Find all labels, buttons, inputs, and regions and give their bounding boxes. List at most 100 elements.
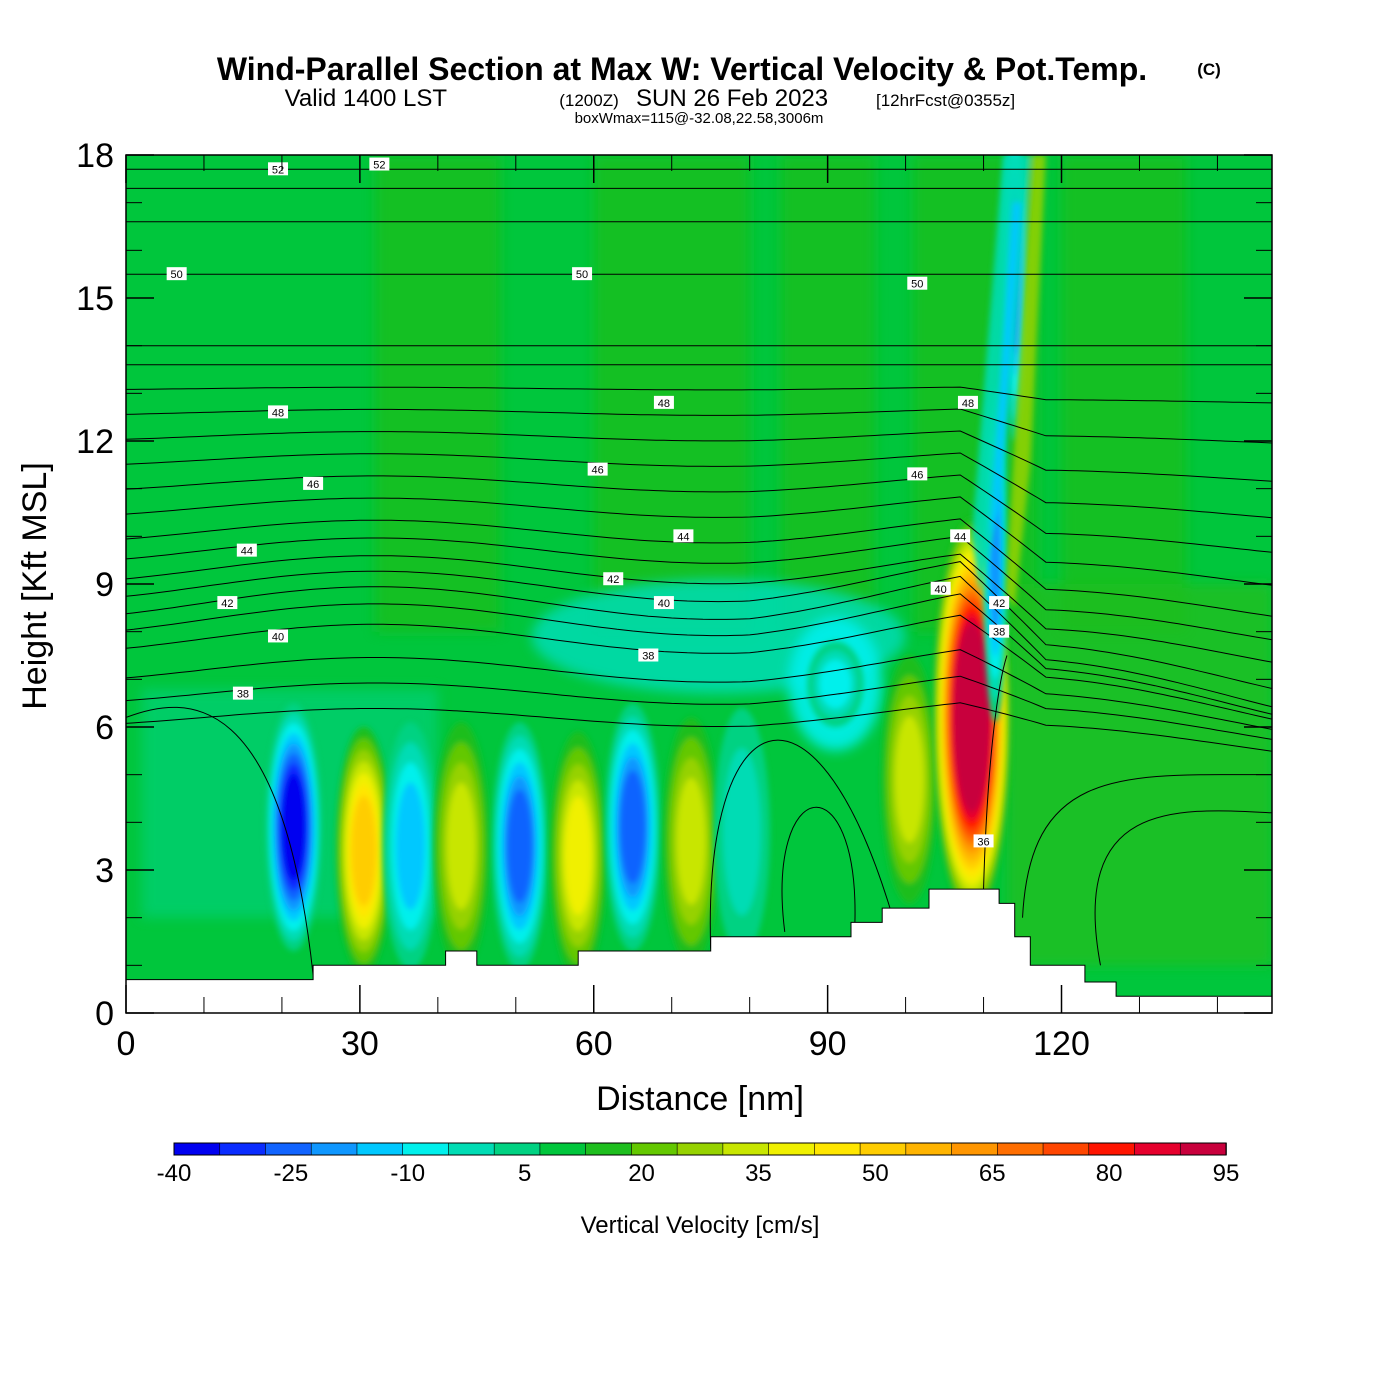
x-tick-label: 30 [341,1025,379,1063]
contour-labels: 52 52 50 50 50 48 48 48 46 46 46 44 44 44 42 42 42 40 40 40… [166,157,1010,848]
y-tick-label: 6 [95,709,114,747]
subtitle-boxwmax: boxWmax=115@-32.08,22.58,3006m [575,110,824,127]
x-tick-label: 0 [117,1025,136,1063]
wave-cell [807,641,864,727]
theta-contour-line [126,496,1272,586]
contour-label-text: 40 [272,631,284,643]
contour-label-text: 46 [911,469,923,481]
theta-contour-line [126,535,1272,641]
contour-label-bg [653,596,674,610]
contour-label-bg [236,543,257,557]
contour-label: 40 [653,596,674,610]
contour-label-text: 46 [592,465,604,477]
subtitle-valid: Valid 1400 LST [285,85,448,112]
terrain [126,888,1272,1013]
subtitle-forecast: [12hrFcst@0355z] [876,91,1015,110]
wave-cell [550,731,607,980]
contour-label-bg [166,267,187,281]
colorbar-swatch [905,1142,953,1156]
colorbar-tick-label: -25 [274,1160,309,1187]
contour-label: 38 [989,624,1010,639]
wave-cell [604,703,661,952]
contour-label-bg [572,267,593,281]
contour-label: 44 [236,543,257,558]
colorbar-swatch [493,1142,541,1156]
contour-label: 46 [907,467,928,481]
colorbar-frame [173,1142,1227,1156]
y-tick-label: 15 [76,280,114,318]
wave-cell [881,655,938,904]
contour-label: 36 [973,834,994,848]
contour-label-bg [930,581,951,595]
velocity-field [126,155,1272,1013]
contour-label: 48 [268,405,289,419]
wave-cell-level [819,659,852,709]
x-tick-label: 90 [809,1025,847,1063]
contour-label: 46 [303,476,324,491]
contour-label-text: 42 [993,598,1005,610]
contour-label: 52 [268,162,289,176]
wave-cell [382,722,439,971]
theta-contour-line [126,561,1272,689]
contour-label: 40 [930,581,951,596]
colorbar-swatch [631,1142,678,1156]
colorbar-tick-label: 80 [1096,1160,1123,1187]
wave-cell-level [351,796,377,906]
x-tick-label: 60 [575,1025,613,1063]
theta-contour-line [1022,774,1272,918]
colorbar-swatch [1179,1142,1227,1156]
colorbar-swatch [1134,1142,1182,1156]
contour-label-bg [973,834,994,848]
wave-cell-level [619,770,646,884]
contour-label-bg [673,529,694,543]
y-tick-label: 9 [95,566,114,604]
contour-label-text: 44 [954,531,966,543]
contour-label: 42 [217,596,238,610]
theta-contour-line [126,675,1272,740]
contour-label-bg [268,405,289,419]
colorbar-swatch [539,1142,587,1156]
contour-label-text: 46 [307,479,319,491]
contour-label-text: 48 [272,407,284,419]
chart-title: Wind-Parallel Section at Max W: Vertical… [217,51,1221,87]
contour-label-bg [369,157,390,171]
colorbar-swatch [768,1142,816,1156]
contour-label: 44 [950,529,971,543]
contour-label-text: 40 [935,584,947,596]
theta-contour-line [126,575,1272,708]
contour-label-text: 48 [658,398,670,410]
contour-label-text: 40 [658,598,670,610]
wave-cell-level [956,639,988,796]
contour-label-bg [268,629,289,643]
wave-cell-level [895,715,924,843]
contour-label-text: 42 [221,598,233,610]
subtitle-utc: (1200Z) [559,91,619,110]
wave-cell-level [396,782,425,910]
contour-label-bg [232,686,253,700]
contour-label-text: 48 [962,398,974,410]
field-band [780,155,875,632]
contour-label-bg [957,395,978,409]
subtitle-date: SUN 26 Feb 2023 [636,85,828,112]
colorbar-swatch [997,1142,1044,1156]
colorbar-tick-label: 20 [628,1160,655,1187]
y-axis-label: Height [Kft MSL] [16,462,54,710]
contour-label-text: 50 [171,269,183,281]
theta-contour-line [126,430,1272,482]
field-band [1061,155,1187,632]
contour-label-bg [907,467,928,481]
contour-label-bg [638,648,659,662]
wave-cell-level [446,782,476,910]
contour-label-bg [950,529,971,543]
contour-label: 42 [989,596,1010,610]
colorbar-label: Vertical Velocity [cm/s] [581,1212,820,1239]
contour-label: 50 [907,276,928,291]
theta-contour-line [126,386,1272,404]
contour-label: 48 [653,395,674,410]
contour-label-bg [907,276,928,290]
title-main: Wind-Parallel Section at Max W: Vertical… [217,51,1147,87]
chart-subtitle: Valid 1400 LST (1200Z) SUN 26 Feb 2023 [… [285,85,1015,127]
colorbar-tick-label: 50 [862,1160,889,1187]
colorbar-swatch [859,1142,907,1156]
